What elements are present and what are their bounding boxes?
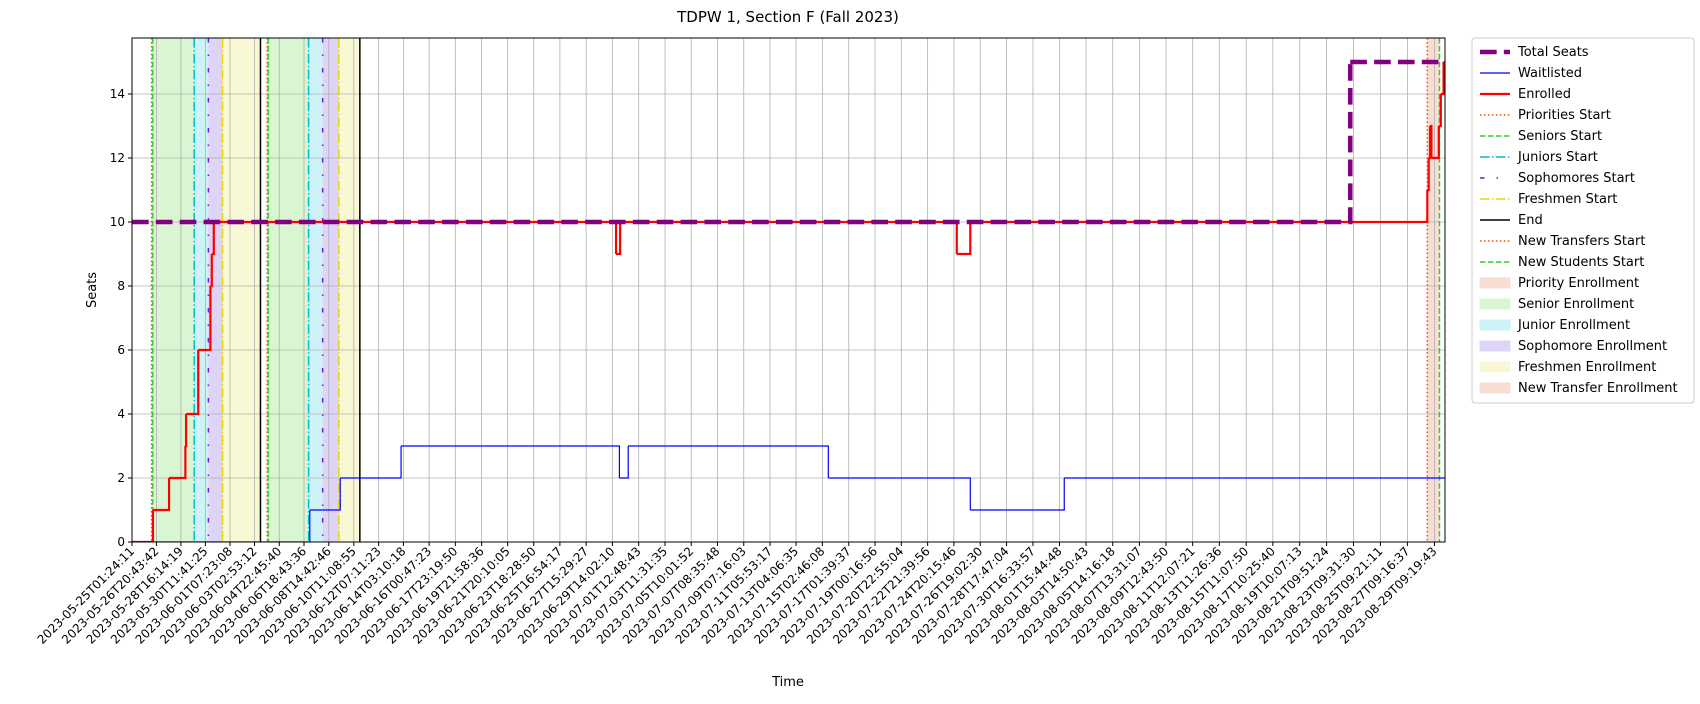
legend-label: Priority Enrollment bbox=[1518, 276, 1639, 291]
step-segment bbox=[1428, 126, 1432, 160]
step-segment bbox=[211, 222, 215, 256]
x-axis-label: Time bbox=[771, 675, 804, 690]
enrollment-span bbox=[269, 38, 309, 542]
legend-label: Senior Enrollment bbox=[1518, 297, 1634, 312]
step-segment bbox=[619, 446, 629, 479]
step-segment bbox=[620, 220, 958, 254]
legend-swatch bbox=[1479, 319, 1511, 331]
step-segment bbox=[132, 510, 155, 542]
y-axis-label: Seats bbox=[85, 272, 100, 308]
y-tick-label: 10 bbox=[110, 215, 125, 229]
legend-swatch bbox=[1479, 298, 1511, 310]
legend-label: Total Seats bbox=[1517, 45, 1589, 60]
step-segment bbox=[1431, 126, 1440, 160]
step-segment bbox=[184, 414, 188, 448]
enrollment-span bbox=[208, 38, 223, 542]
vlines bbox=[150, 38, 1441, 542]
legend-label: Freshmen Enrollment bbox=[1518, 360, 1656, 375]
legend-label: Freshmen Start bbox=[1518, 192, 1617, 207]
step-segment bbox=[340, 446, 402, 479]
step-segment bbox=[970, 190, 1429, 224]
legend-label: New Students Start bbox=[1518, 255, 1644, 270]
step-segment bbox=[970, 478, 1065, 511]
enrollment-span bbox=[1427, 38, 1440, 542]
step-segment bbox=[132, 510, 311, 542]
y-tick-label: 2 bbox=[117, 471, 125, 485]
step-segment bbox=[956, 222, 972, 256]
legend-swatch bbox=[1479, 382, 1511, 394]
legend-label: Sophomore Enrollment bbox=[1518, 339, 1667, 354]
step-segment bbox=[1440, 62, 1445, 96]
enrollment-span bbox=[322, 38, 339, 542]
spans bbox=[151, 38, 1440, 542]
enrollment-span bbox=[338, 38, 360, 542]
y-tick-label: 0 bbox=[117, 535, 125, 549]
step-segment bbox=[152, 478, 171, 512]
step-segment bbox=[401, 445, 621, 478]
legend-swatch bbox=[1479, 340, 1511, 352]
step-segment bbox=[628, 445, 829, 478]
y-tick-label: 14 bbox=[110, 87, 125, 101]
enrollment-span bbox=[194, 38, 209, 542]
y-tick-label: 4 bbox=[117, 407, 125, 421]
legend-label: New Transfers Start bbox=[1518, 234, 1645, 249]
chart-title: TDPW 1, Section F (Fall 2023) bbox=[676, 8, 899, 26]
step-segment bbox=[828, 477, 971, 510]
y-tick-label: 6 bbox=[117, 343, 125, 357]
enrollment-span bbox=[153, 38, 195, 542]
legend-swatch bbox=[1479, 361, 1511, 373]
legend-swatch bbox=[1479, 277, 1511, 289]
legend-frame bbox=[1471, 37, 1695, 404]
legend-label: Enrolled bbox=[1518, 87, 1571, 102]
step-segment bbox=[186, 350, 200, 416]
enrollment-span bbox=[308, 38, 323, 542]
y-tick-label: 8 bbox=[117, 279, 125, 293]
step-segment bbox=[210, 254, 213, 288]
grid bbox=[131, 38, 1445, 543]
legend-label: Priorities Start bbox=[1518, 108, 1611, 123]
legend-label: Waitlisted bbox=[1518, 66, 1582, 81]
lines bbox=[132, 59, 1445, 542]
step-segment bbox=[132, 62, 1353, 225]
step-segment bbox=[1430, 124, 1433, 158]
legend-label: Juniors Start bbox=[1517, 150, 1598, 165]
legend-label: Seniors Start bbox=[1518, 129, 1602, 144]
legend-label: End bbox=[1518, 213, 1543, 228]
plot-frame bbox=[131, 37, 1446, 543]
step-segment bbox=[309, 478, 341, 511]
legend-label: Sophomores Start bbox=[1518, 171, 1635, 186]
step-segment bbox=[1438, 94, 1442, 128]
legend-label: New Transfer Enrollment bbox=[1518, 381, 1678, 396]
step-segment bbox=[198, 286, 212, 352]
step-segment bbox=[616, 222, 622, 256]
step-segment bbox=[169, 446, 187, 480]
legend: Total Seats Waitlisted Enrolled Priorities … bbox=[1471, 37, 1695, 404]
legend-label: Junior Enrollment bbox=[1517, 318, 1630, 333]
y-tick-label: 12 bbox=[110, 151, 125, 165]
step-segment bbox=[1427, 158, 1430, 192]
